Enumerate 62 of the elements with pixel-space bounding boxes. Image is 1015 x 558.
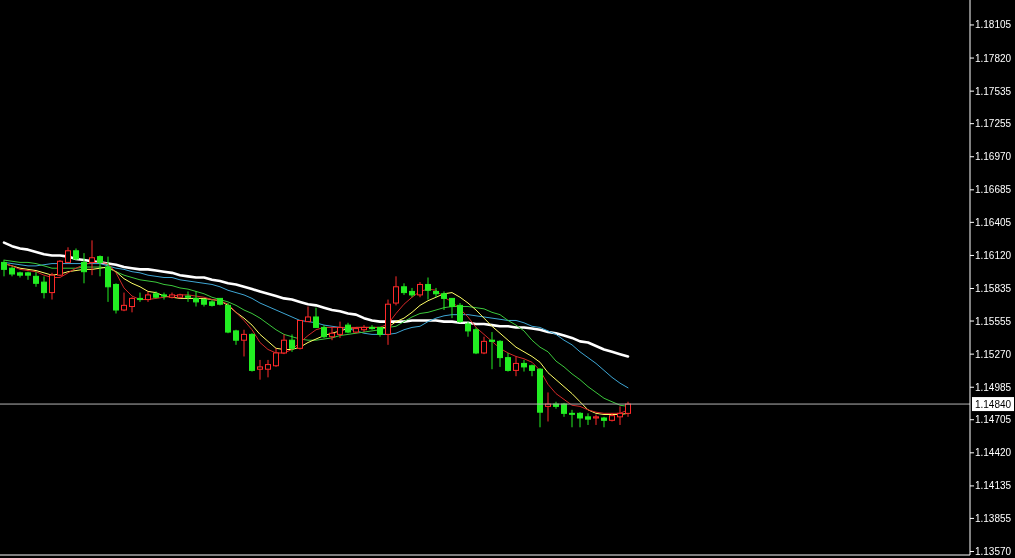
candlestick — [273, 347, 279, 368]
candlestick — [1, 259, 7, 277]
y-tick-label: 1.13570 — [974, 546, 1012, 558]
y-tick-label: 1.16120 — [974, 249, 1012, 261]
candlestick — [305, 306, 311, 323]
candlestick — [329, 326, 335, 341]
candlestick — [145, 290, 151, 303]
candlestick — [393, 275, 399, 306]
candlestick — [25, 271, 31, 281]
candlestick — [513, 355, 519, 377]
y-tick-label: 1.13855 — [974, 512, 1012, 524]
candlestick — [441, 290, 447, 311]
candlestick — [457, 302, 463, 324]
y-tick-label: 1.17820 — [974, 52, 1012, 64]
y-tick-label: 1.15835 — [974, 283, 1012, 295]
y-tick-label: 1.16405 — [974, 216, 1012, 228]
candlestick — [337, 321, 343, 339]
y-tick-label: 1.16685 — [974, 184, 1012, 196]
candlestick — [425, 277, 431, 301]
candlestick — [521, 359, 527, 373]
candlestick — [505, 352, 511, 373]
ref-line-label: 1.14840 — [974, 399, 1012, 411]
y-tick-label: 1.14705 — [974, 414, 1012, 426]
candlestick — [289, 333, 295, 353]
candlestick — [449, 297, 455, 319]
candlestick — [49, 272, 55, 301]
candlestick — [617, 405, 623, 426]
candlestick — [489, 331, 495, 370]
candlestick — [241, 329, 247, 357]
candlestick — [161, 292, 167, 301]
candlestick — [257, 359, 263, 381]
y-tick-label: 1.15555 — [974, 315, 1012, 327]
candlestick — [369, 324, 375, 331]
candlestick — [601, 416, 607, 428]
candlestick — [193, 290, 199, 308]
candlestick — [185, 290, 191, 303]
candlestick — [105, 256, 111, 303]
candlestick — [361, 324, 367, 333]
candlestick — [41, 275, 47, 299]
candlestick — [137, 292, 143, 303]
candlestick — [33, 271, 39, 288]
y-tick-label: 1.17535 — [974, 85, 1012, 97]
candlestick — [433, 287, 439, 298]
candlestick — [585, 412, 591, 426]
y-tick-label: 1.16970 — [974, 151, 1012, 163]
candlestick — [81, 252, 87, 284]
candlestick — [593, 414, 599, 426]
candlestick — [569, 409, 575, 428]
candlestick — [89, 239, 95, 276]
candlestick — [497, 339, 503, 368]
candlestick — [473, 326, 479, 355]
y-tick-label: 1.14985 — [974, 381, 1012, 393]
candlestick — [577, 411, 583, 428]
candlestick — [97, 254, 103, 277]
y-tick-label: 1.14420 — [974, 447, 1012, 459]
y-tick-label: 1.15270 — [974, 348, 1012, 360]
line-series — [2, 241, 630, 358]
candlestick — [265, 359, 271, 378]
candlestick — [313, 307, 319, 328]
y-tick-label: 1.17255 — [974, 118, 1012, 130]
y-tick-label: 1.18105 — [974, 19, 1012, 31]
y-tick-label: 1.14135 — [974, 480, 1012, 492]
